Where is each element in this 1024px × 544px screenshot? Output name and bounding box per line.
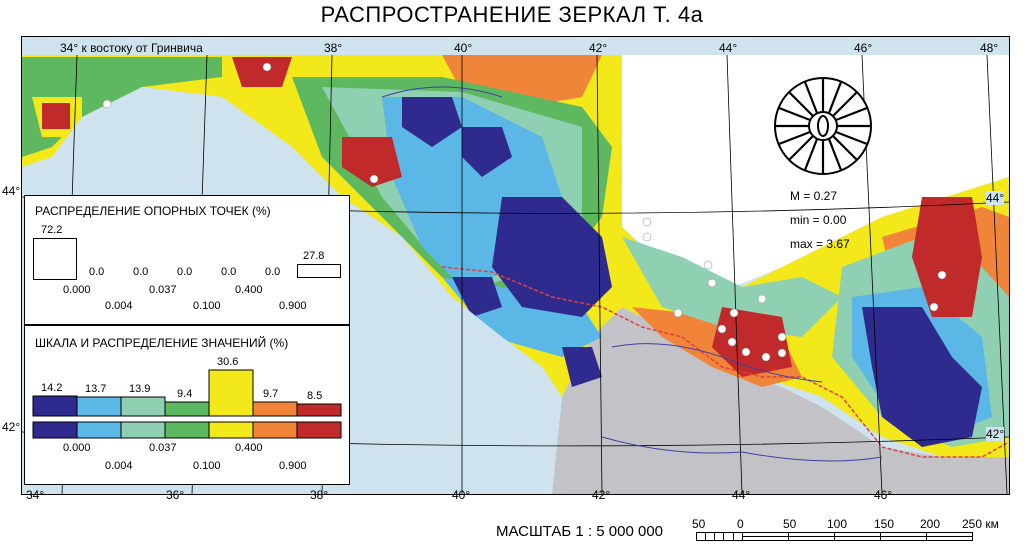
- lat-label-right-42: 42°: [986, 427, 1005, 441]
- dist-bar-label-6: 0.0: [265, 266, 281, 278]
- dist-tick-top-1: 0.000: [63, 284, 91, 296]
- scale-tick-7: 250 км: [962, 517, 999, 531]
- lon-label-top-44: 44°: [719, 41, 738, 55]
- lon-label-bottom-46: 46°: [874, 488, 893, 502]
- scale-bar-label-1: 14.2: [41, 382, 63, 394]
- contour-darkblue: [492, 197, 612, 317]
- lon-label-top-38: 38°: [324, 41, 343, 55]
- land-area: [552, 307, 1009, 494]
- scale-tick-bottom-2: 0.100: [193, 460, 221, 472]
- scale-tick-top-1: 0.000: [63, 442, 91, 454]
- scale-tick-top-3: 0.400: [235, 442, 263, 454]
- lat-label-left-42: 42°: [2, 420, 21, 434]
- scale-panel-title: ШКАЛА И РАСПРЕДЕЛЕНИЕ ЗНАЧЕНИЙ (%): [35, 336, 289, 350]
- dist-bar-7: [297, 264, 341, 278]
- scale-bar-label-4: 9.4: [177, 388, 193, 400]
- scale-tick-6: 200: [920, 517, 941, 531]
- state-border: [441, 266, 1009, 458]
- stat-min: min = 0.00: [790, 213, 847, 227]
- scale-label: МАСШТАБ 1 : 5 000 000: [496, 523, 664, 540]
- dist-bar-label-5: 0.0: [221, 266, 237, 278]
- scale-tick-top-2: 0.037: [149, 442, 177, 454]
- lon-label-bottom-34: 34°: [26, 488, 45, 502]
- lon-label-top-42: 42°: [589, 41, 608, 55]
- scale-histogram: [32, 369, 342, 439]
- scale-bar-label-3: 13.9: [129, 383, 151, 395]
- lon-label-bottom-40: 40°: [452, 488, 471, 502]
- scale-tick-bottom-3: 0.900: [279, 460, 307, 472]
- dist-bar-label-2: 0.0: [89, 266, 105, 278]
- dist-bar-label-7: 27.8: [303, 250, 325, 262]
- dist-tick-top-3: 0.400: [235, 284, 263, 296]
- dist-tick-bottom-3: 0.900: [279, 300, 307, 312]
- distribution-panel: РАСПРЕДЕЛЕНИЕ ОПОРНЫХ ТОЧЕК (%) 72.2 0.0…: [24, 195, 350, 325]
- lon-label-top-40: 40°: [454, 41, 473, 55]
- lon-label-bottom-38: 38°: [310, 488, 329, 502]
- lon-label-bottom-36: 36°: [166, 488, 185, 502]
- lon-label-top-34: 34° к востоку от Гринвича: [60, 41, 203, 55]
- scale-tick-5: 150: [874, 517, 895, 531]
- scale-bar-label-7: 8.5: [307, 390, 323, 402]
- lon-label-bottom-42: 42°: [592, 488, 611, 502]
- lat-label-left-44: 44°: [2, 184, 21, 198]
- stat-mean: M = 0.27: [790, 189, 838, 203]
- distribution-title: РАСПРЕДЕЛЕНИЕ ОПОРНЫХ ТОЧЕК (%): [35, 204, 271, 218]
- scale-bar-label-2: 13.7: [85, 383, 107, 395]
- dist-tick-bottom-1: 0.004: [105, 300, 133, 312]
- dist-bar-label-3: 0.0: [133, 266, 149, 278]
- dist-tick-top-2: 0.037: [149, 284, 177, 296]
- dist-tick-bottom-2: 0.100: [193, 300, 221, 312]
- dist-bar-label-1: 72.2: [41, 224, 63, 236]
- dist-bar-1: [33, 238, 77, 280]
- scale-bar-label-6: 9.7: [263, 388, 279, 400]
- orientation-rose-icon: [774, 77, 872, 175]
- map-title: РАСПРОСТРАНЕНИЕ ЗЕРКАЛ Т. 4а: [320, 2, 704, 27]
- scale-tick-bottom-1: 0.004: [105, 460, 133, 472]
- lon-label-top-46: 46°: [854, 41, 873, 55]
- dist-bar-label-4: 0.0: [177, 266, 193, 278]
- sample-points: [102, 62, 947, 362]
- scale-bar-graphic: [696, 532, 973, 541]
- scale-tick-1: 50: [692, 517, 706, 531]
- stat-max: max = 3.67: [790, 237, 850, 251]
- lon-label-bottom-44: 44°: [732, 488, 751, 502]
- scale-tick-4: 100: [827, 517, 848, 531]
- scale-bar-label-5: 30.6: [217, 356, 239, 368]
- contour-red: [342, 137, 402, 187]
- scale-tick-2: 0: [737, 517, 744, 531]
- scale-panel: ШКАЛА И РАСПРЕДЕЛЕНИЕ ЗНАЧЕНИЙ (%) 14.2 …: [24, 325, 350, 485]
- lon-label-top-48: 48°: [980, 41, 999, 55]
- scale-tick-3: 50: [783, 517, 797, 531]
- lat-label-right-44: 44°: [986, 191, 1005, 205]
